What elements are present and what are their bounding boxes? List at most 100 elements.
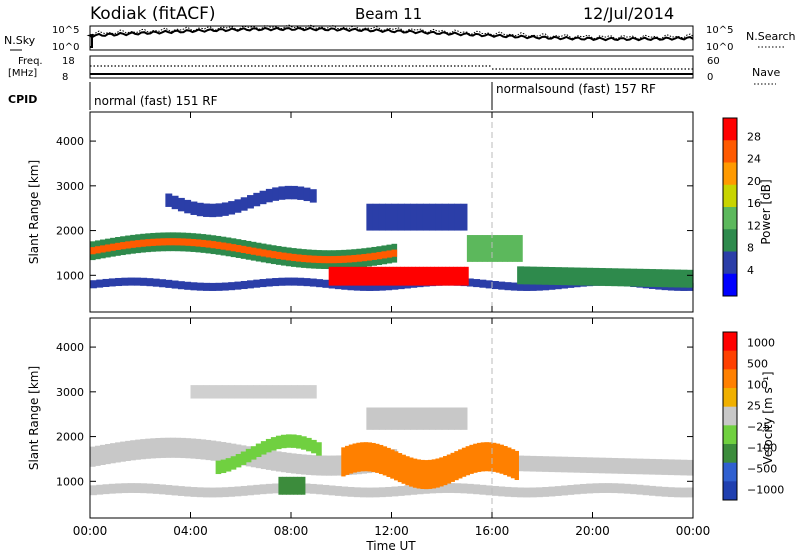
echo-cell [507, 235, 513, 262]
echo-cell [573, 484, 581, 495]
echo-cell [105, 244, 111, 252]
echo-cell [363, 442, 369, 472]
echo-cell [127, 483, 135, 493]
echo-cell [234, 385, 242, 399]
echo-cell [152, 483, 160, 494]
echo-cell [184, 281, 192, 290]
echo-cell [177, 486, 185, 496]
echo-cell [667, 269, 675, 288]
echo-cell [623, 458, 631, 474]
echo-cell [404, 485, 411, 496]
echo-cell [479, 279, 487, 288]
echo-cell [275, 251, 282, 260]
echo-cell [278, 385, 286, 399]
echo-cell [336, 255, 342, 264]
echo-cell [203, 203, 210, 217]
x-tick-label: 00:00 [73, 524, 108, 538]
echo-cell [272, 278, 280, 287]
echo-cell [215, 441, 222, 462]
colorbar-tick-label: 4 [747, 264, 754, 277]
echo-cell [303, 385, 311, 399]
echo-cell [686, 487, 694, 498]
echo-cell [127, 277, 135, 286]
echo-cell [439, 457, 444, 487]
echo-cell [345, 445, 350, 475]
nave-label: Nave [752, 66, 780, 79]
x-tick-label: 16:00 [475, 524, 510, 538]
echo-cell [431, 459, 437, 489]
echo-cell [371, 442, 376, 473]
echo-cell [171, 485, 179, 496]
x-tick-label: 12:00 [374, 524, 409, 538]
echo-cell [476, 442, 482, 472]
echo-cell [121, 483, 129, 494]
echo-cell [592, 483, 600, 494]
echo-cell [473, 484, 481, 495]
echo-cell [378, 444, 384, 475]
echo-cell [410, 484, 418, 495]
echo-cell [448, 407, 455, 430]
echo-cell [272, 483, 280, 494]
echo-cell [146, 483, 154, 494]
echo-cell [260, 441, 267, 455]
echo-cell [623, 268, 631, 287]
x-tick-label: 04:00 [173, 524, 208, 538]
echo-cell [674, 459, 682, 476]
colorbar-tick-label: 24 [747, 153, 761, 166]
echo-cell [297, 186, 305, 200]
echo-cell [234, 199, 242, 213]
echo-cell [265, 278, 273, 287]
x-tick-label: 20:00 [575, 524, 610, 538]
echo-cell [481, 235, 488, 262]
echo-cell [343, 266, 349, 286]
echo-cell [160, 238, 166, 246]
echo-cell [356, 254, 362, 262]
colorbar-tick-label: −500 [747, 463, 777, 476]
echo-cell [382, 446, 388, 476]
echo-cell [203, 487, 210, 498]
echo-cell [171, 195, 179, 210]
echo-cell [184, 486, 192, 497]
echo-cell [195, 438, 202, 460]
echo-cell [316, 442, 322, 456]
nave-tick-bottom: 0 [707, 72, 713, 83]
echo-cell [623, 483, 631, 494]
echo-cell [95, 445, 101, 466]
echo-cell [90, 485, 97, 496]
echo-cell [422, 203, 430, 231]
echo-cell [484, 442, 489, 472]
echo-cell [291, 185, 298, 200]
nsky-panel: N.Sky 10^5 10^0 10^5 10^0 N.Search [4, 24, 796, 53]
echo-cell [190, 201, 198, 215]
echo-cell [454, 407, 462, 430]
echo-cell [228, 282, 236, 291]
echo-cell [120, 242, 126, 250]
echo-cell [247, 385, 254, 399]
echo-cell [385, 203, 393, 231]
echo-cell [391, 249, 398, 257]
echo-cell [240, 197, 248, 211]
echo-cell [617, 483, 625, 494]
echo-cell [592, 457, 600, 474]
echo-cell [175, 238, 182, 246]
echo-cell [322, 279, 330, 288]
freq-label-2: [MHz] [8, 68, 37, 79]
echo-cell [378, 487, 386, 498]
echo-cell [303, 187, 311, 202]
echo-cell [461, 447, 467, 477]
echo-cell [190, 282, 198, 291]
echo-cell [415, 266, 420, 286]
echo-cell [209, 385, 217, 399]
echo-cell [235, 244, 242, 253]
echo-cell [397, 486, 405, 496]
echo-cell [548, 486, 556, 497]
echo-cell [542, 487, 550, 497]
echo-cell [255, 443, 262, 457]
echo-cell [259, 279, 267, 288]
echo-cell [190, 487, 198, 497]
echo-cell [535, 266, 543, 285]
echo-cell [105, 443, 111, 465]
echo-cell [411, 266, 416, 286]
echo-cell [655, 459, 663, 475]
echo-cell [250, 247, 257, 255]
